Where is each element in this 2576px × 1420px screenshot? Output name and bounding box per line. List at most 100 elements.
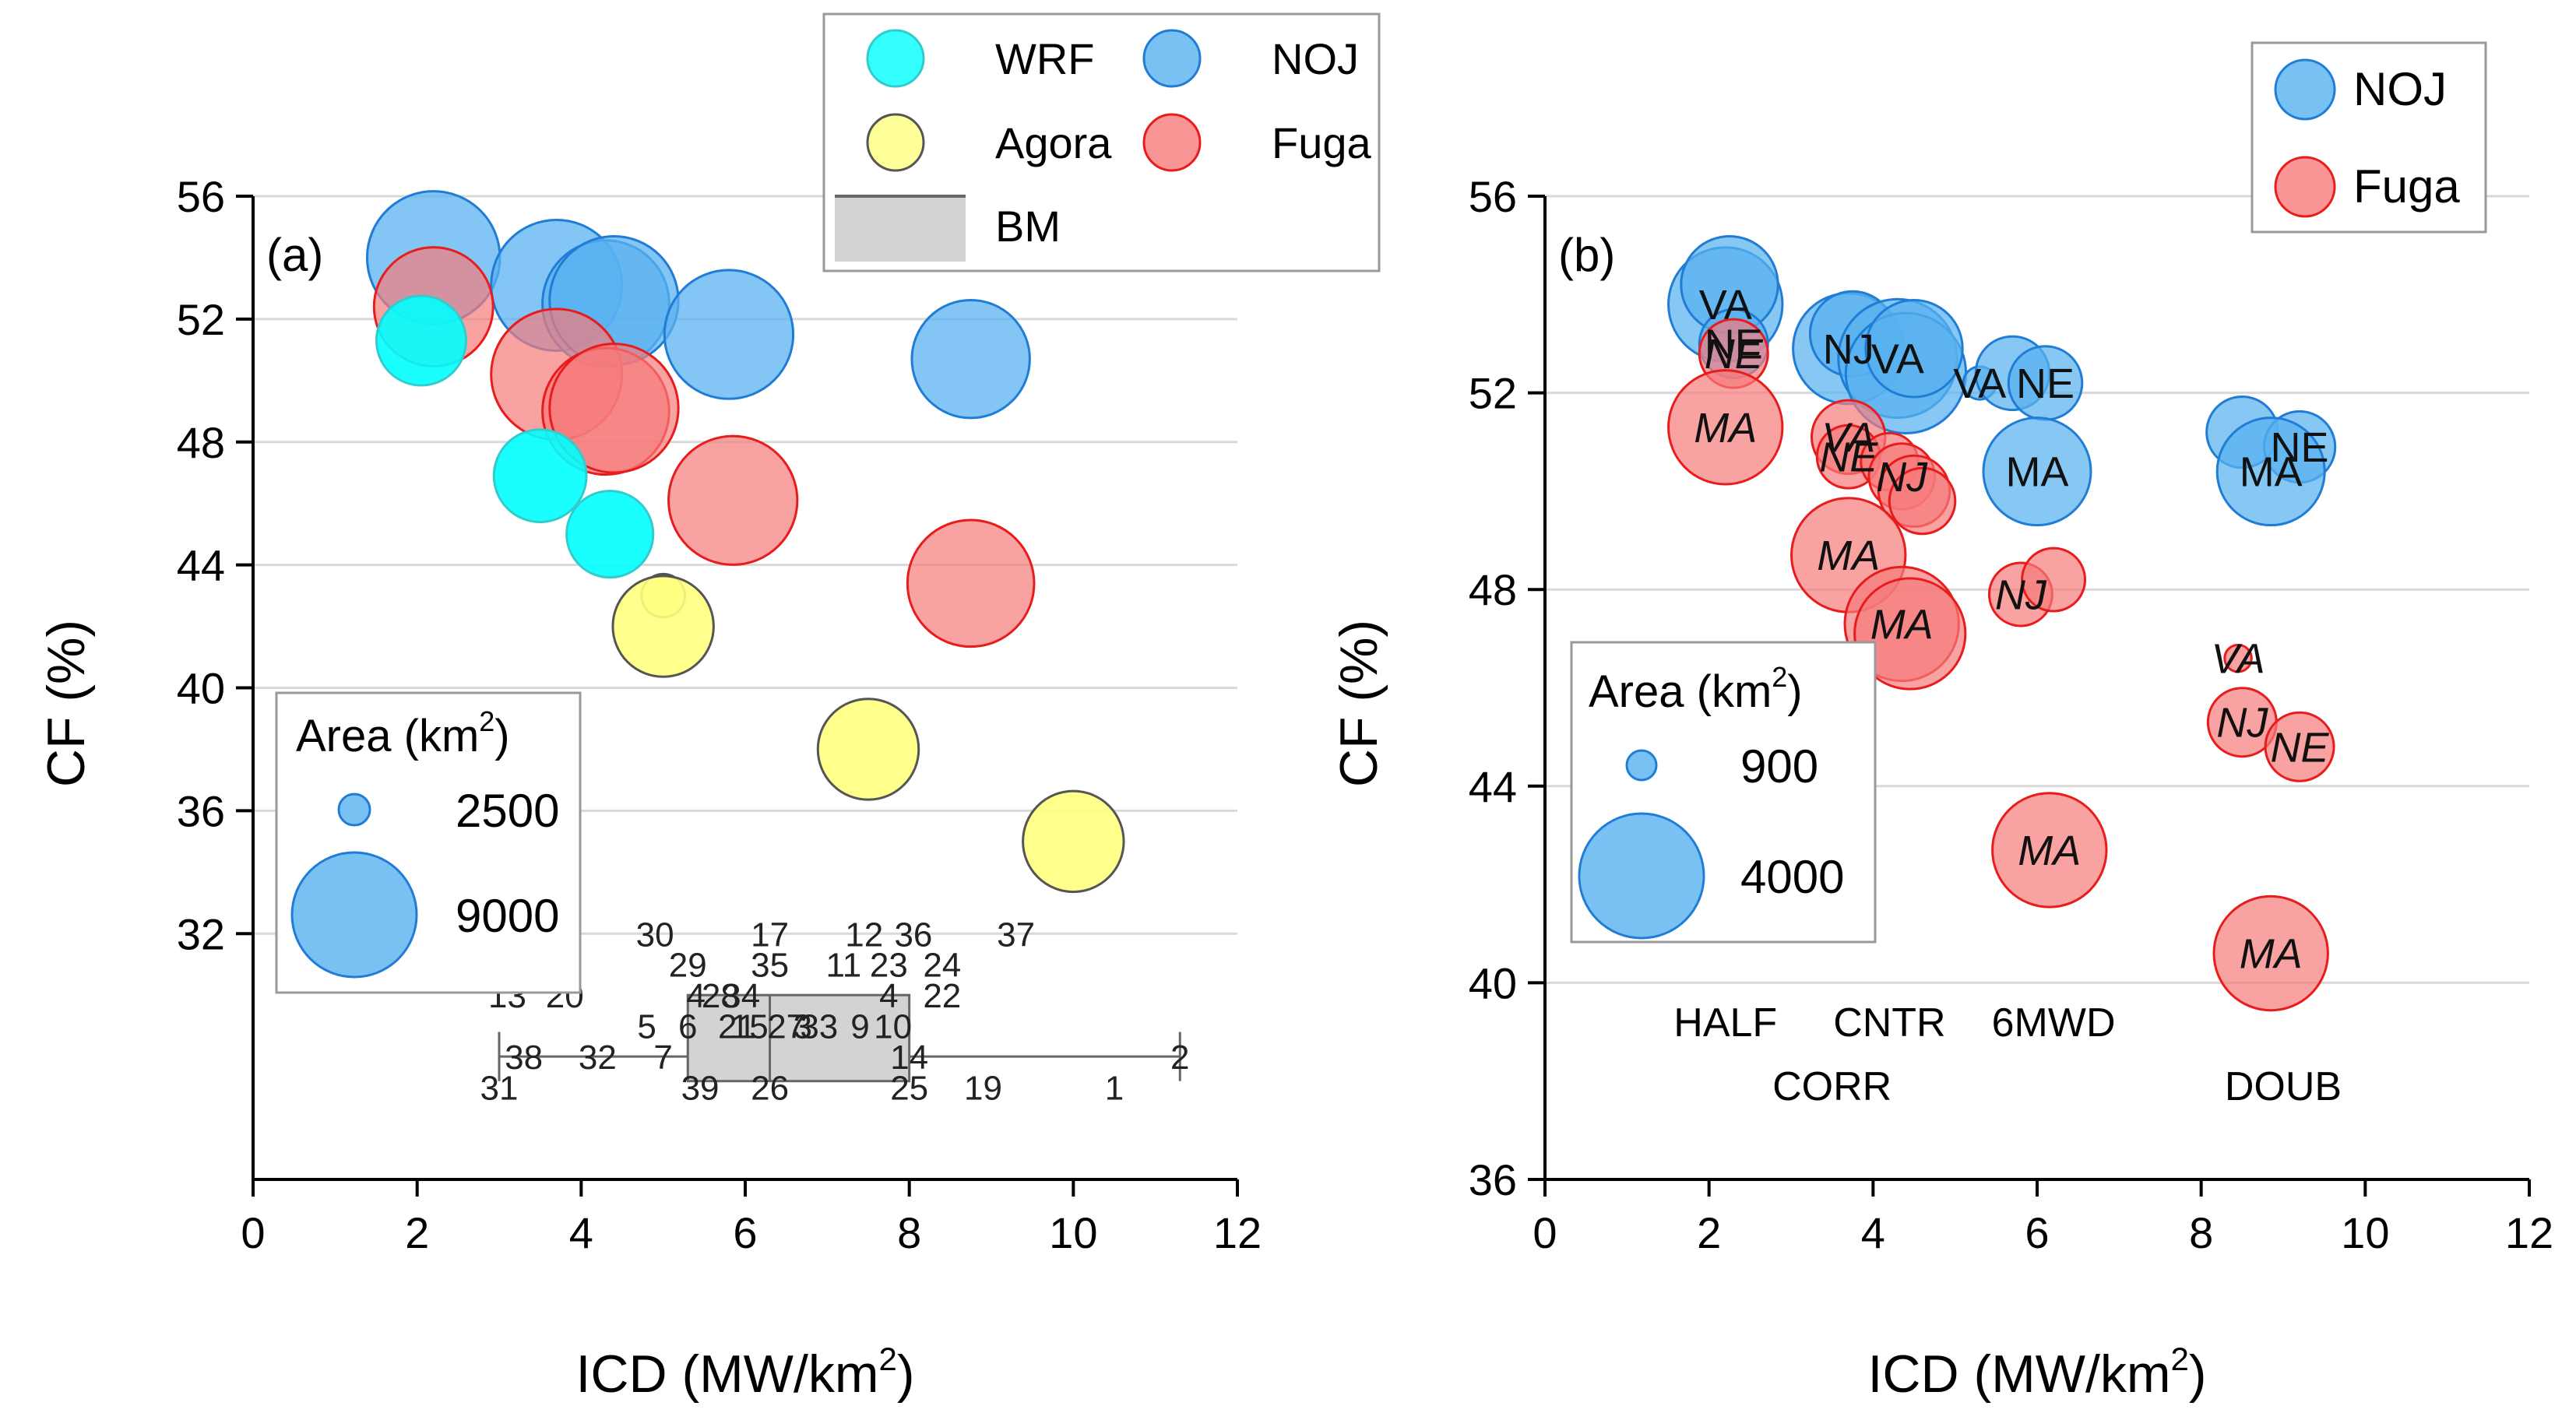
series-noj (1667, 234, 2337, 527)
bm-point-label: 12 (845, 916, 883, 954)
legend-swatch (2274, 58, 2336, 121)
data-point (667, 434, 799, 566)
y-tick-label: 52 (177, 295, 225, 344)
point-label: MA (1694, 405, 1757, 452)
bm-point-label: 10 (874, 1008, 912, 1046)
bm-point-label: 39 (681, 1070, 720, 1108)
data-point (375, 294, 467, 387)
legend-label: BM (995, 202, 1061, 251)
size-legend-large-circle (1578, 812, 1705, 940)
data-point (1853, 577, 1967, 691)
bm-point-label: 2 (1170, 1039, 1189, 1077)
size-legend-small-label: 900 (1740, 740, 1818, 793)
bm-point-label: 29 (669, 947, 707, 985)
bm-point-label: 22 (923, 977, 961, 1015)
bm-point-label: 11 (826, 947, 862, 985)
bm-point-label: 35 (751, 947, 789, 985)
bm-point-label: 30 (636, 916, 674, 954)
point-label: NE (1819, 434, 1878, 481)
bm-point-label: 33 (800, 1008, 838, 1046)
x-tick-label: 12 (1213, 1208, 1262, 1257)
size-legend-small-label: 2500 (456, 785, 559, 837)
bm-point-label: 3 (793, 1008, 811, 1046)
y-tick-label: 40 (177, 664, 225, 713)
panel-b: 36 40 44 48 52 56 0 2 4 6 8 10 12 ICD (MW/km2) CF (%) (… (1329, 41, 2553, 1404)
data-point (565, 490, 655, 579)
point-label: VA (1953, 360, 2006, 407)
data-point (910, 298, 1031, 420)
bm-point-label: 7 (653, 1039, 672, 1077)
size-legend-small-circle (1625, 749, 1658, 782)
bm-point-label: 17 (751, 916, 789, 954)
point-label: NE (2016, 360, 2075, 407)
legend: WRF NOJ Agora Fuga BM (822, 12, 1381, 272)
point-label: NJ (1876, 454, 1928, 501)
point-label: NJ (1995, 572, 2047, 619)
data-point (2215, 417, 2326, 527)
data-point (2021, 547, 2087, 613)
data-point (816, 698, 920, 801)
point-label: MA (1817, 532, 1880, 579)
bm-point-label: 9 (850, 1008, 869, 1046)
panel-label: (b) (1558, 229, 1615, 281)
bm-point-label: 38 (505, 1039, 543, 1077)
data-point (2264, 711, 2335, 782)
bm-point-label: 4 (687, 977, 706, 1015)
point-label: NE (2271, 724, 2330, 771)
data-point (548, 343, 680, 474)
legend-label: NOJ (2353, 63, 2447, 115)
series-wrf (375, 294, 655, 579)
data-point (1888, 466, 1957, 536)
x-axis-label: ICD (MW/km2) (575, 1341, 914, 1404)
data-point (1991, 792, 2108, 909)
size-legend-title: Area (km2) (1589, 661, 1803, 717)
bm-point-label: 15 (730, 1008, 769, 1046)
y-axis-label: CF (%) (37, 620, 96, 787)
data-point (1022, 789, 1125, 894)
bm-point-label: 27 (767, 1008, 805, 1046)
data-point (1982, 417, 2092, 527)
x-tick-label: 0 (1533, 1208, 1557, 1257)
point-label: VA (1821, 414, 1875, 461)
data-point (1864, 299, 1964, 399)
point-label: NE (1705, 321, 1763, 367)
point-label: NE (1705, 331, 1764, 378)
bm-point-label: 4 (879, 977, 898, 1015)
y-tick-label: 44 (177, 541, 225, 590)
legend-label: Agora (995, 118, 1112, 167)
size-legend-large-label: 4000 (1740, 851, 1844, 903)
y-tick-label: 48 (1469, 565, 1517, 614)
bm-point-label: 26 (751, 1070, 789, 1108)
bm-point-label: 24 (923, 947, 961, 985)
y-tick-label: 52 (1469, 369, 1517, 418)
bm-point-label: 32 (579, 1039, 617, 1077)
point-label: NE (2271, 424, 2329, 471)
bm-point-label: 5 (637, 1008, 656, 1046)
x-tick-label: 12 (2505, 1208, 2553, 1257)
point-label: NJ (1823, 326, 1874, 373)
bm-point-label: 19 (964, 1070, 1002, 1108)
x-tick-label: 2 (405, 1208, 429, 1257)
x-tick-label: 8 (897, 1208, 921, 1257)
point-label: MA (1870, 601, 1934, 648)
point-label: MA (2240, 449, 2303, 496)
series-fuga (1667, 318, 2335, 1012)
legend-label: WRF (995, 34, 1095, 83)
x-tick-label: 6 (2025, 1208, 2049, 1257)
data-point (492, 428, 588, 524)
point-label: VA (2212, 636, 2265, 683)
bm-point-label: 28 (702, 977, 740, 1015)
point-label: VA (1871, 336, 1924, 382)
x-tick-label: 8 (2189, 1208, 2213, 1257)
legend-swatch (866, 29, 925, 88)
y-tick-label: 36 (1469, 1155, 1517, 1204)
bm-point-label: 1 (1105, 1070, 1124, 1108)
size-legend-large-circle (290, 851, 418, 979)
legend-swatch (1142, 29, 1202, 88)
bm-point-label: 31 (480, 1070, 519, 1108)
point-label: MA (2240, 931, 2303, 978)
y-axis-label: CF (%) (1329, 620, 1388, 787)
y-tick-label: 32 (177, 909, 225, 958)
scenario-annotation: CNTR (1833, 1000, 1945, 1046)
bm-point-label: 34 (722, 977, 760, 1015)
